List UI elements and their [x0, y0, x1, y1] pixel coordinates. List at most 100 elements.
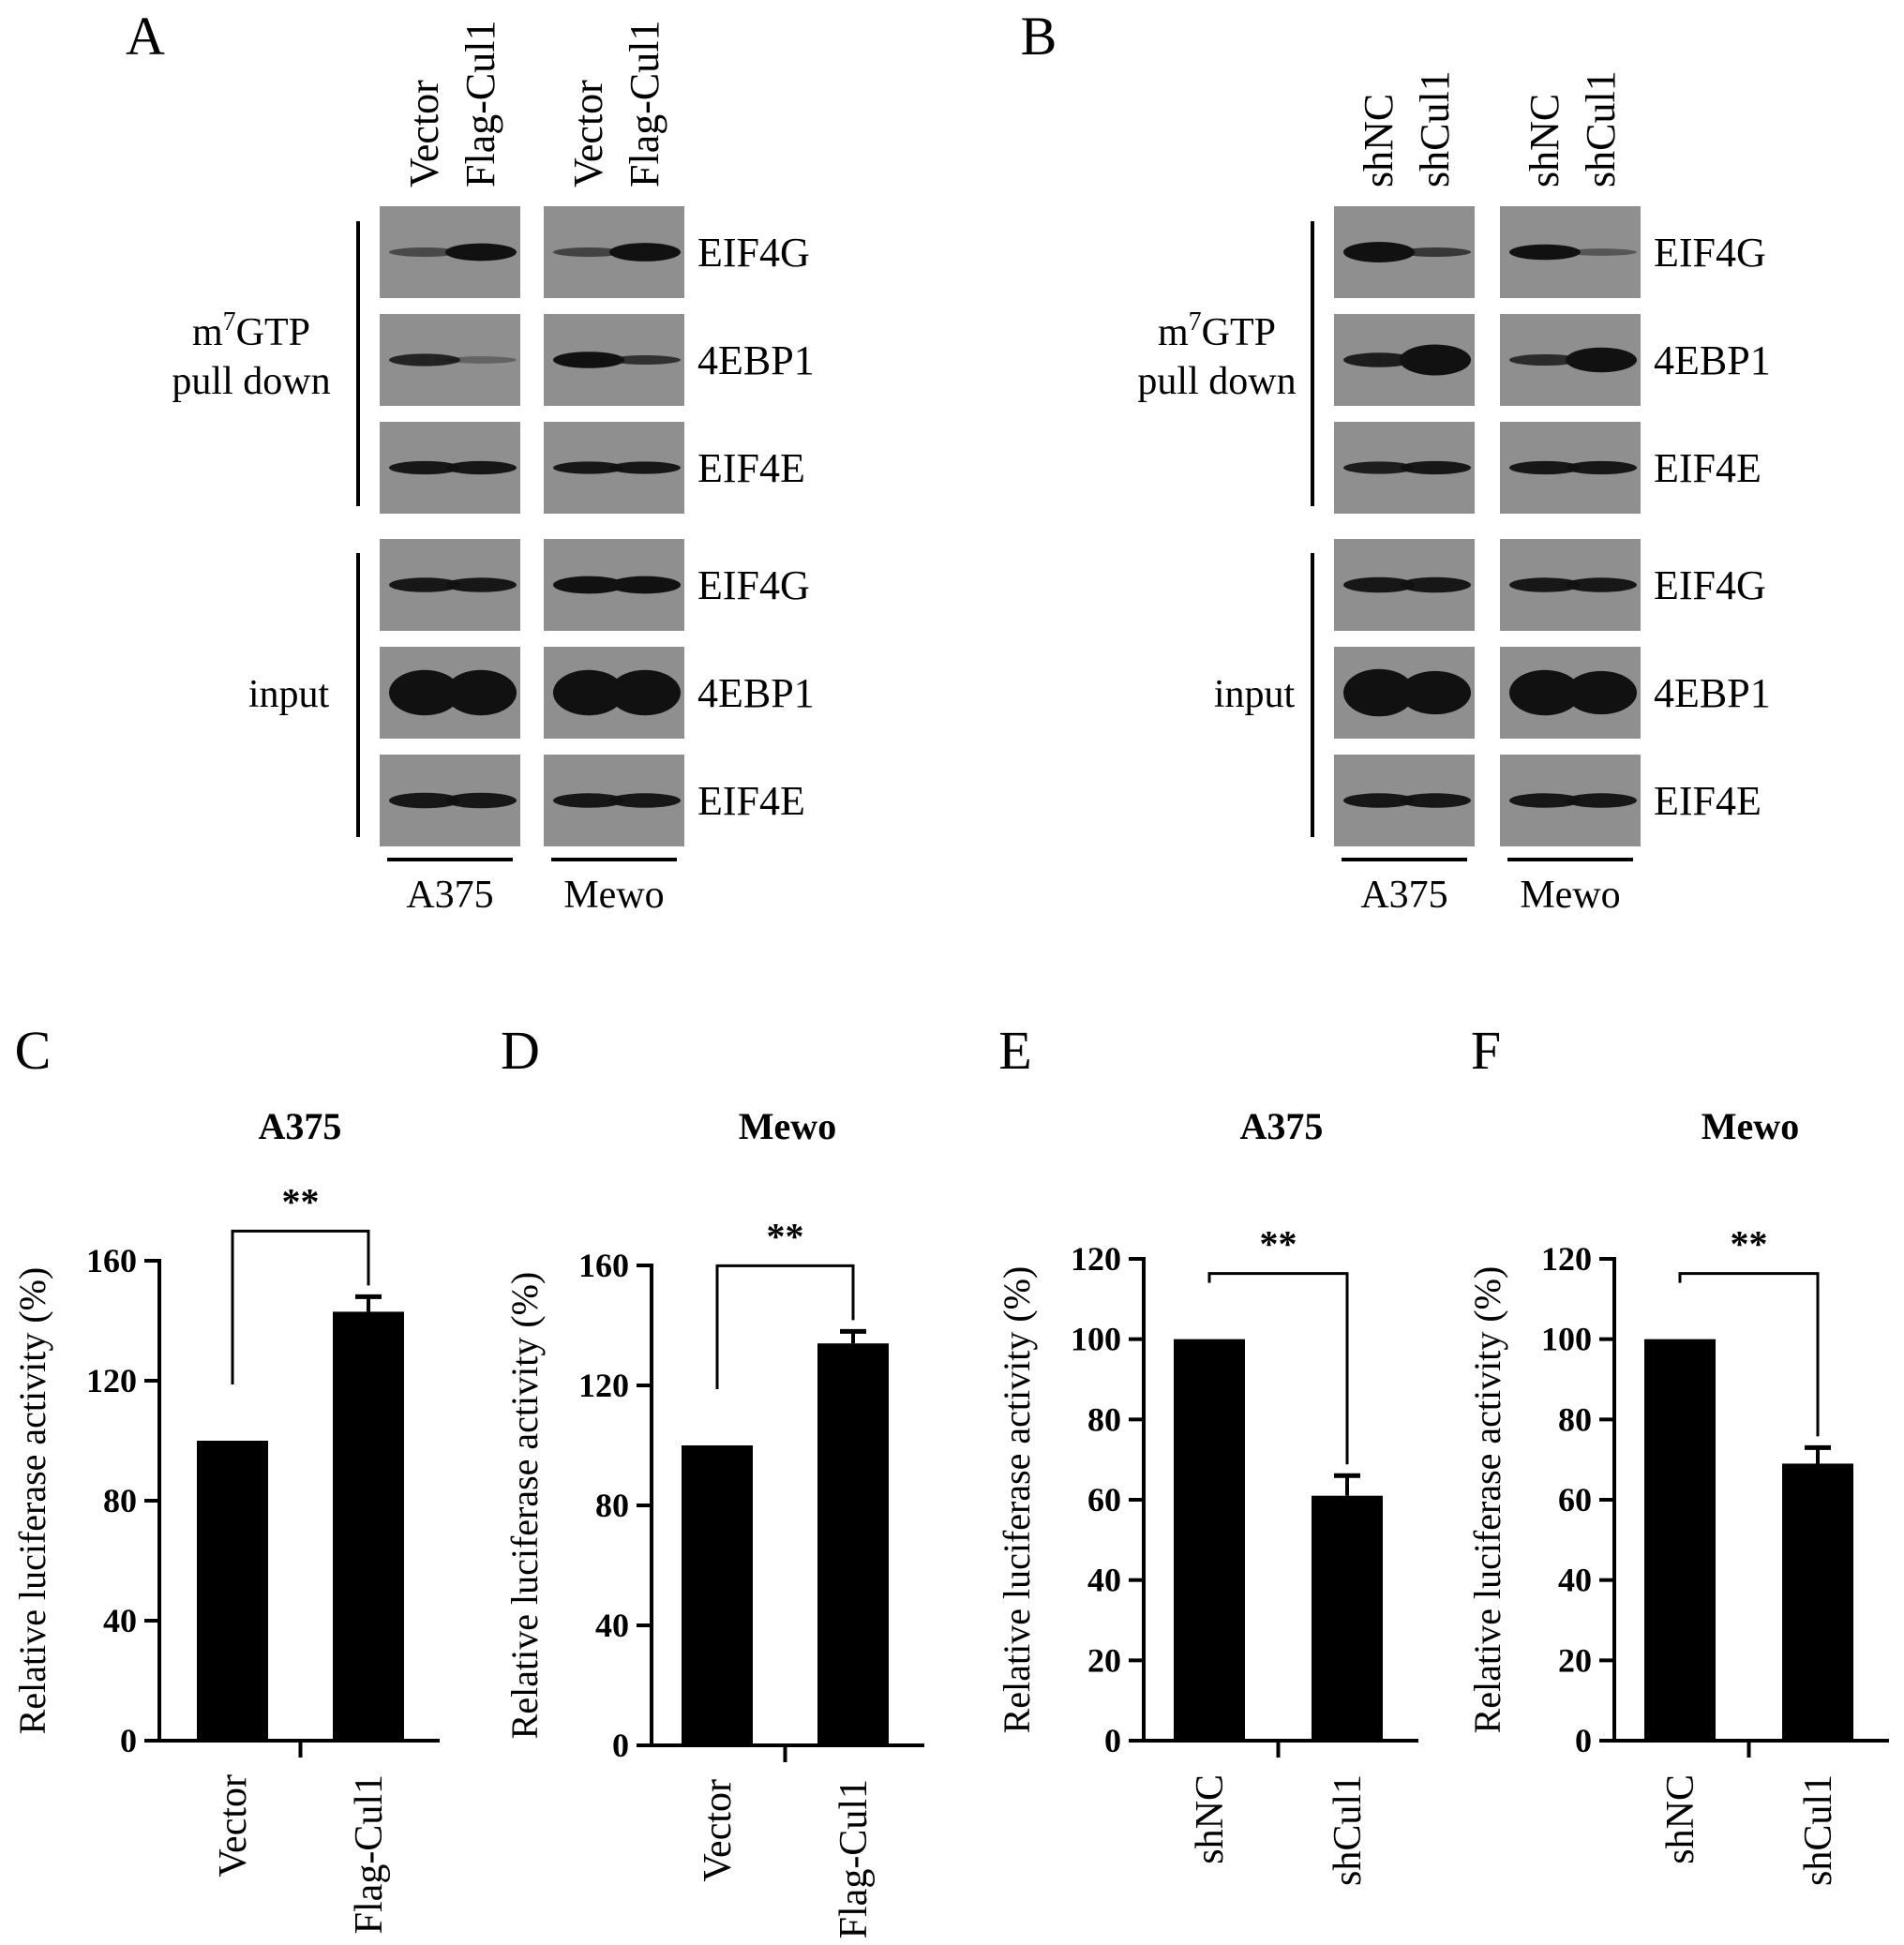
protein-band [609, 243, 681, 262]
protein-band [1343, 352, 1415, 367]
protein-band [553, 461, 624, 474]
category-label: shCul1 [1797, 1774, 1840, 1886]
y-tick-label: 0 [1104, 1722, 1121, 1759]
y-axis-title: Relative luciferase activity (%) [11, 1267, 53, 1735]
protein-band [553, 352, 624, 368]
panel-letter: F [1471, 1020, 1501, 1081]
lane-label: Vector [565, 80, 611, 187]
protein-band [609, 355, 681, 365]
protein-band [1566, 670, 1637, 715]
protein-band [553, 793, 624, 808]
protein-band [1509, 353, 1581, 367]
panel-letter: E [998, 1020, 1031, 1081]
protein-band [1400, 460, 1471, 475]
group-label-pulldown: m7GTP [1158, 307, 1276, 354]
chart-title: A375 [259, 1105, 342, 1147]
protein-label: 4EBP1 [697, 337, 815, 383]
protein-band [1400, 576, 1471, 593]
category-label: Flag-Cul1 [832, 1779, 876, 1938]
protein-band [445, 460, 517, 475]
category-label: shNC [1189, 1774, 1232, 1864]
bar-vector [197, 1441, 268, 1741]
y-tick-label: 0 [612, 1727, 629, 1764]
significance-bracket [1678, 1272, 1820, 1437]
y-tick-label: 120 [86, 1362, 137, 1399]
y-tick-label: 40 [1087, 1562, 1121, 1599]
protein-band [1509, 793, 1581, 808]
y-tick-label: 40 [595, 1607, 629, 1644]
protein-band [1566, 577, 1637, 592]
y-axis-title: Relative luciferase activity (%) [1466, 1266, 1508, 1734]
chart-title: Mewo [739, 1105, 836, 1147]
protein-band [445, 243, 517, 262]
protein-label: 4EBP1 [1654, 337, 1771, 383]
protein-band [445, 577, 517, 592]
category-label: Flag-Cul1 [348, 1774, 391, 1934]
y-tick-label: 100 [1071, 1321, 1121, 1358]
y-tick-label: 40 [103, 1602, 137, 1639]
y-tick-label: 80 [1087, 1400, 1121, 1438]
category-label: Vector [697, 1779, 740, 1882]
y-tick-label: 60 [1558, 1481, 1592, 1519]
cell-line-label: A375 [1360, 874, 1447, 917]
y-tick-label: 0 [1575, 1722, 1592, 1759]
y-tick-label: 40 [1558, 1562, 1592, 1599]
category-label: shNC [1659, 1774, 1702, 1864]
protein-band [609, 793, 681, 808]
protein-band [1509, 669, 1581, 716]
y-tick-label: 60 [1087, 1481, 1121, 1519]
protein-band [1343, 576, 1415, 593]
lane-label: shCul1 [1578, 70, 1624, 187]
category-label: Vector [212, 1774, 255, 1878]
lane-label: Vector [401, 80, 447, 187]
panel-letter: A [126, 6, 165, 67]
chart-title: Mewo [1702, 1105, 1799, 1147]
protein-band [1400, 670, 1471, 715]
bar-shnc [1644, 1339, 1716, 1741]
y-tick-label: 80 [595, 1487, 629, 1524]
protein-band [445, 669, 517, 716]
y-tick-label: 100 [1541, 1321, 1592, 1358]
group-label-input: input [1214, 673, 1296, 716]
protein-band [445, 792, 517, 809]
lane-label: shNC [1356, 94, 1402, 187]
protein-band [1509, 244, 1581, 261]
protein-band [389, 669, 460, 716]
cell-line-label: Mewo [1520, 874, 1620, 917]
protein-band [553, 669, 624, 716]
bar-chart-panel-c: C A375 0 40 80 120 160 Relative luciferase acti… [11, 1020, 440, 1934]
lane-label: shCul1 [1412, 70, 1458, 187]
protein-label: EIF4G [1654, 230, 1766, 276]
protein-label: EIF4G [697, 230, 810, 276]
y-tick-label: 80 [1558, 1400, 1592, 1438]
protein-band [1400, 247, 1471, 257]
protein-band [389, 460, 460, 475]
protein-band [389, 353, 460, 367]
protein-label: 4EBP1 [697, 670, 815, 716]
lane-label: Flag-Cul1 [622, 21, 667, 187]
bar-chart-panel-f: F Mewo 0 20 40 60 80 100 120 Relative luciferase … [1466, 1020, 1889, 1886]
bar-chart-panel-d: D Mewo 0 40 80 120 160 Relative luciferase acti… [501, 1020, 924, 1938]
cell-line-label: Mewo [563, 874, 664, 917]
bar-chart-panel-e: E A375 0 20 40 60 80 100 120 Relative luciferase … [996, 1020, 1418, 1886]
panel-letter: B [1021, 6, 1057, 67]
significance-bracket [1207, 1272, 1349, 1465]
bar-flag-cul1 [817, 1343, 889, 1745]
protein-label: 4EBP1 [1654, 670, 1771, 716]
protein-band [1343, 793, 1415, 808]
lane-label: Flag-Cul1 [457, 21, 503, 187]
protein-band [445, 356, 517, 364]
protein-band [609, 576, 681, 594]
lane-label: shNC [1522, 94, 1567, 187]
protein-label: EIF4E [697, 445, 805, 491]
significance-label: ** [1260, 1223, 1297, 1265]
protein-label: EIF4G [697, 562, 810, 608]
y-tick-label: 120 [1071, 1240, 1121, 1278]
protein-band [1343, 461, 1415, 474]
protein-band [609, 669, 681, 716]
category-label: shCul1 [1327, 1774, 1370, 1886]
significance-bracket [715, 1264, 855, 1389]
